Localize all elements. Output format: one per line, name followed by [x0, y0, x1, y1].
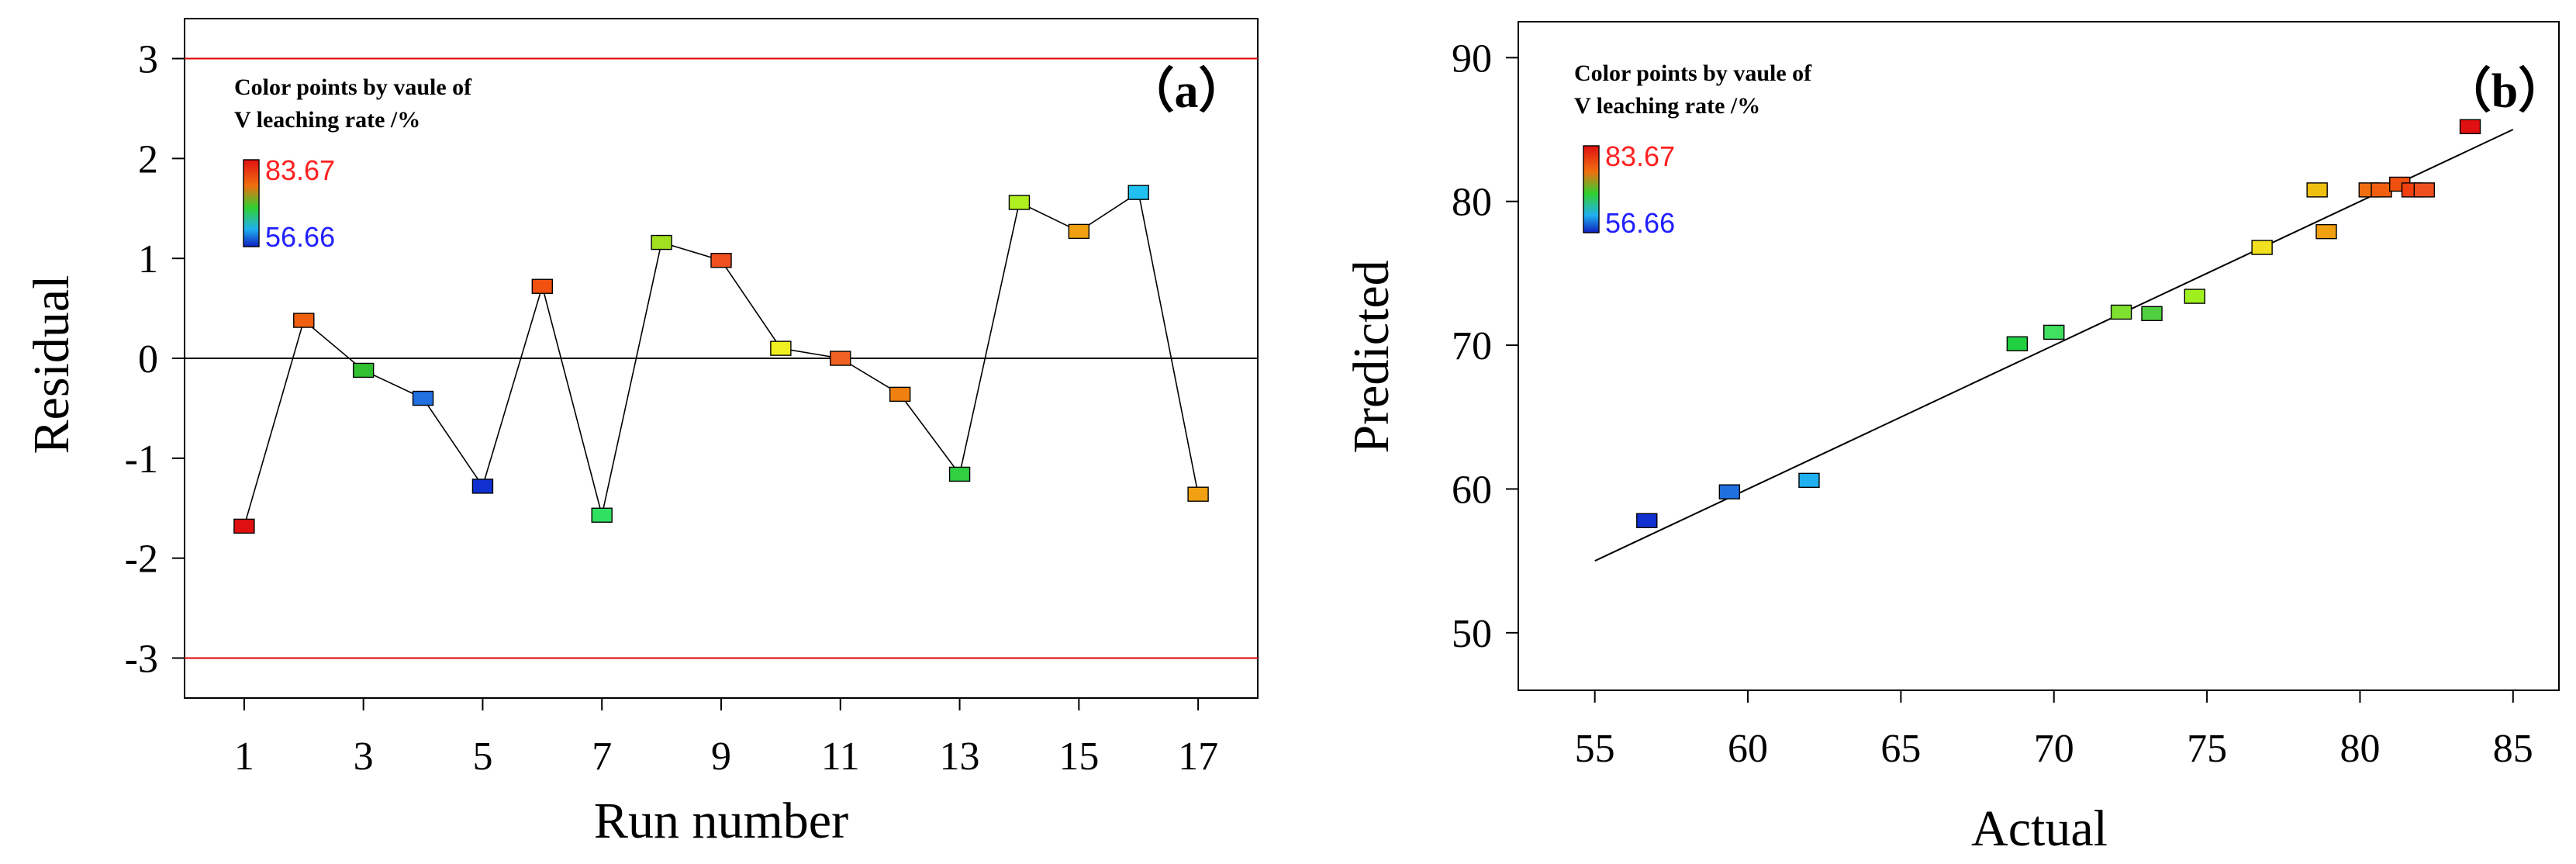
- x-tick-label: 15: [1058, 734, 1099, 779]
- plot-frame: [1518, 21, 2560, 691]
- x-tick-label: 13: [940, 734, 980, 779]
- predicted-vs-actual-chart: 55 60 65 70 75 80 85 90 80 70 60 50 Actual Predicted （…: [1343, 21, 2566, 857]
- y-tick-label: 0: [138, 337, 158, 382]
- y-tick-label: -1: [125, 437, 158, 482]
- data-point: [1127, 185, 1149, 200]
- data-point: [412, 390, 434, 406]
- legend-max-label: 83.67: [265, 154, 335, 186]
- y-axis-title: Predicted: [1343, 260, 1400, 453]
- data-point: [2371, 182, 2392, 198]
- legend-subtitle: V leaching rate /%: [234, 107, 420, 133]
- legend-subtitle: V leaching rate /%: [1574, 93, 1760, 119]
- data-point: [352, 362, 375, 378]
- data-point: [2184, 289, 2206, 304]
- x-tick-label: 70: [2034, 727, 2074, 771]
- data-point: [2306, 182, 2328, 198]
- x-axis-title: Run number: [594, 793, 848, 849]
- data-point: [531, 278, 554, 294]
- y-tick-label: 70: [1452, 324, 1492, 368]
- data-point: [2043, 324, 2065, 340]
- data-point: [2459, 119, 2481, 135]
- data-point: [591, 507, 613, 523]
- y-axis-title: Residual: [23, 275, 80, 454]
- data-point: [2110, 304, 2132, 320]
- x-tick-label: 9: [711, 734, 731, 779]
- data-point: [471, 479, 494, 494]
- y-tick-label: 60: [1452, 468, 1492, 512]
- data-point: [1798, 472, 1820, 489]
- data-point: [710, 253, 732, 268]
- data-point: [2006, 336, 2029, 351]
- data-point: [889, 386, 911, 403]
- x-tick-label: 1: [234, 734, 254, 779]
- data-point: [1718, 484, 1741, 499]
- data-point: [830, 351, 851, 366]
- data-point: [293, 313, 315, 328]
- y-tick-label: 3: [138, 38, 158, 82]
- data-point: [948, 466, 971, 482]
- y-tick-label: 1: [138, 237, 158, 282]
- series-line: [243, 191, 1199, 527]
- y-tick-label: 80: [1452, 181, 1492, 225]
- legend-color-bar: [1583, 145, 1600, 233]
- x-tick-label: 11: [821, 734, 860, 779]
- legend-color-bar: [243, 159, 260, 247]
- y-tick-label: -3: [125, 637, 158, 681]
- x-tick-label: 55: [1575, 727, 1615, 771]
- data-point: [2413, 182, 2436, 198]
- data-point: [1068, 223, 1090, 240]
- y-tick-label: 2: [138, 137, 158, 181]
- legend-min-label: 56.66: [1605, 207, 1675, 239]
- legend-max-label: 83.67: [1605, 140, 1675, 172]
- x-tick-label: 7: [592, 734, 612, 779]
- x-tick-label: 75: [2187, 727, 2227, 771]
- y-tick-label: -2: [125, 537, 158, 582]
- data-point: [770, 340, 792, 356]
- data-point: [2315, 223, 2337, 240]
- data-point: [1636, 513, 1658, 528]
- legend-title: Color points by vaule of: [234, 74, 472, 100]
- panel-label: （b）: [2443, 64, 2566, 118]
- data-point: [1187, 486, 1209, 502]
- y-tick-label: 90: [1452, 36, 1492, 81]
- x-tick-label: 85: [2493, 727, 2533, 771]
- x-tick-label: 80: [2339, 727, 2380, 771]
- data-point: [651, 234, 672, 251]
- data-point: [233, 518, 255, 534]
- x-axis-title: Actual: [1971, 800, 2108, 857]
- data-point: [2251, 240, 2273, 255]
- fit-line: [1594, 129, 2514, 562]
- x-tick-label: 65: [1880, 727, 1921, 771]
- legend-title: Color points by vaule of: [1574, 60, 1812, 86]
- legend-min-label: 56.66: [265, 221, 335, 253]
- panel-label: （a）: [1126, 64, 1246, 118]
- data-point: [1008, 195, 1031, 210]
- x-tick-label: 3: [354, 734, 374, 779]
- x-tick-label: 5: [472, 734, 492, 779]
- x-tick-label: 17: [1178, 734, 1218, 779]
- x-tick-label: 60: [1728, 727, 1768, 771]
- y-tick-label: 50: [1452, 612, 1492, 656]
- data-point: [2141, 306, 2163, 322]
